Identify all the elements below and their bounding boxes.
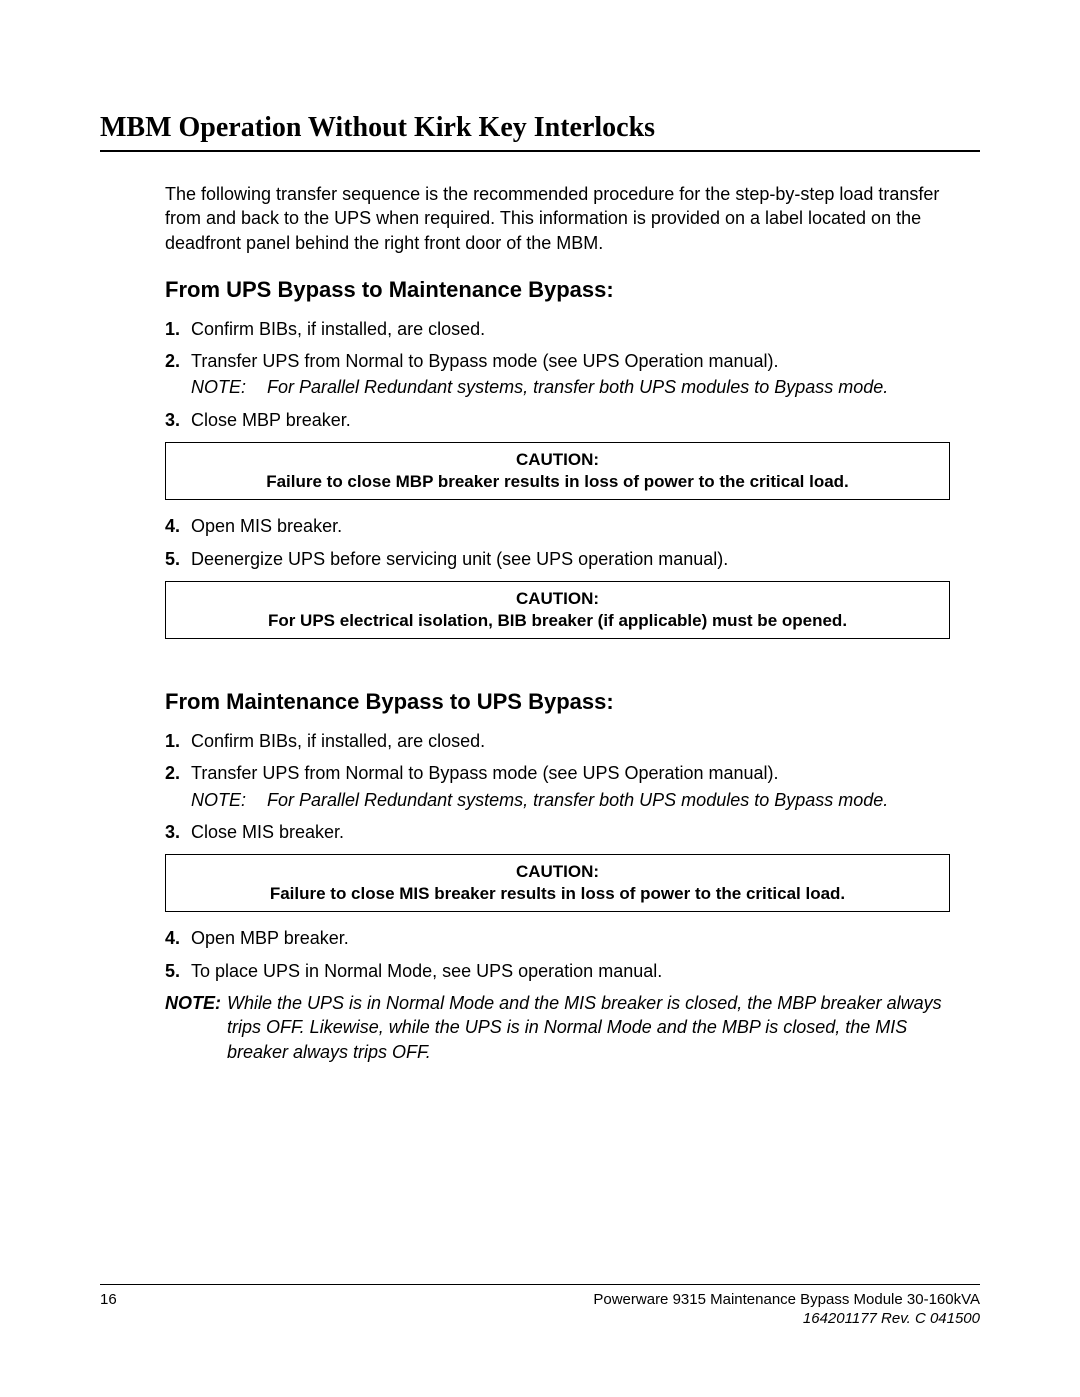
step-text-line: Transfer UPS from Normal to Bypass mode … bbox=[191, 351, 779, 371]
note-text: For Parallel Redundant systems, transfer… bbox=[267, 375, 888, 399]
step-number: 5. bbox=[165, 547, 191, 571]
main-content: The following transfer sequence is the r… bbox=[100, 182, 980, 1064]
list-item: 2. Transfer UPS from Normal to Bypass mo… bbox=[165, 761, 950, 812]
note-text: While the UPS is in Normal Mode and the … bbox=[227, 991, 950, 1064]
inline-note: NOTE: For Parallel Redundant systems, tr… bbox=[191, 788, 950, 812]
step-text: Deenergize UPS before servicing unit (se… bbox=[191, 547, 950, 571]
step-text: To place UPS in Normal Mode, see UPS ope… bbox=[191, 959, 950, 983]
caution-box: CAUTION: Failure to close MIS breaker re… bbox=[165, 854, 950, 912]
list-item: 3. Close MBP breaker. bbox=[165, 408, 950, 432]
note-text: For Parallel Redundant systems, transfer… bbox=[267, 788, 888, 812]
section2-heading: From Maintenance Bypass to UPS Bypass: bbox=[165, 689, 950, 715]
step-text-line: Transfer UPS from Normal to Bypass mode … bbox=[191, 763, 779, 783]
step-text: Close MBP breaker. bbox=[191, 408, 950, 432]
step-number: 1. bbox=[165, 729, 191, 753]
step-text: Close MIS breaker. bbox=[191, 820, 950, 844]
footer-row: 16 Powerware 9315 Maintenance Bypass Mod… bbox=[100, 1291, 980, 1308]
step-number: 3. bbox=[165, 408, 191, 432]
caution-text: Failure to close MIS breaker results in … bbox=[270, 884, 845, 903]
note-label: NOTE: bbox=[191, 788, 267, 812]
list-item: 1. Confirm BIBs, if installed, are close… bbox=[165, 729, 950, 753]
step-number: 3. bbox=[165, 820, 191, 844]
section1-heading: From UPS Bypass to Maintenance Bypass: bbox=[165, 277, 950, 303]
step-text: Confirm BIBs, if installed, are closed. bbox=[191, 317, 950, 341]
list-item: 4. Open MBP breaker. bbox=[165, 926, 950, 950]
caution-title: CAUTION: bbox=[176, 588, 939, 610]
step-text: Confirm BIBs, if installed, are closed. bbox=[191, 729, 950, 753]
step-number: 2. bbox=[165, 349, 191, 400]
step-number: 2. bbox=[165, 761, 191, 812]
list-item: 5. Deenergize UPS before servicing unit … bbox=[165, 547, 950, 571]
step-number: 1. bbox=[165, 317, 191, 341]
step-number: 4. bbox=[165, 514, 191, 538]
caution-text: For UPS electrical isolation, BIB breake… bbox=[268, 611, 847, 630]
intro-paragraph: The following transfer sequence is the r… bbox=[165, 182, 950, 255]
step-text: Open MBP breaker. bbox=[191, 926, 950, 950]
step-number: 4. bbox=[165, 926, 191, 950]
list-item: 4. Open MIS breaker. bbox=[165, 514, 950, 538]
step-text: Open MIS breaker. bbox=[191, 514, 950, 538]
note-label: NOTE: bbox=[165, 991, 227, 1064]
inline-note: NOTE: For Parallel Redundant systems, tr… bbox=[191, 375, 950, 399]
title-rule bbox=[100, 150, 980, 152]
caution-box: CAUTION: For UPS electrical isolation, B… bbox=[165, 581, 950, 639]
page-number: 16 bbox=[100, 1291, 117, 1308]
footer-rule bbox=[100, 1284, 980, 1285]
step-number: 5. bbox=[165, 959, 191, 983]
note-label: NOTE: bbox=[191, 375, 267, 399]
footer-doc-sub: 164201177 Rev. C 041500 bbox=[100, 1310, 980, 1327]
list-item: 3. Close MIS breaker. bbox=[165, 820, 950, 844]
caution-box: CAUTION: Failure to close MBP breaker re… bbox=[165, 442, 950, 500]
final-note: NOTE: While the UPS is in Normal Mode an… bbox=[165, 991, 950, 1064]
caution-title: CAUTION: bbox=[176, 861, 939, 883]
page-title: MBM Operation Without Kirk Key Interlock… bbox=[100, 112, 980, 144]
footer-doc-title: Powerware 9315 Maintenance Bypass Module… bbox=[593, 1291, 980, 1308]
page-footer: 16 Powerware 9315 Maintenance Bypass Mod… bbox=[100, 1284, 980, 1327]
caution-title: CAUTION: bbox=[176, 449, 939, 471]
caution-text: Failure to close MBP breaker results in … bbox=[266, 472, 849, 491]
list-item: 5. To place UPS in Normal Mode, see UPS … bbox=[165, 959, 950, 983]
step-text: Transfer UPS from Normal to Bypass mode … bbox=[191, 349, 950, 400]
list-item: 2. Transfer UPS from Normal to Bypass mo… bbox=[165, 349, 950, 400]
list-item: 1. Confirm BIBs, if installed, are close… bbox=[165, 317, 950, 341]
step-text: Transfer UPS from Normal to Bypass mode … bbox=[191, 761, 950, 812]
